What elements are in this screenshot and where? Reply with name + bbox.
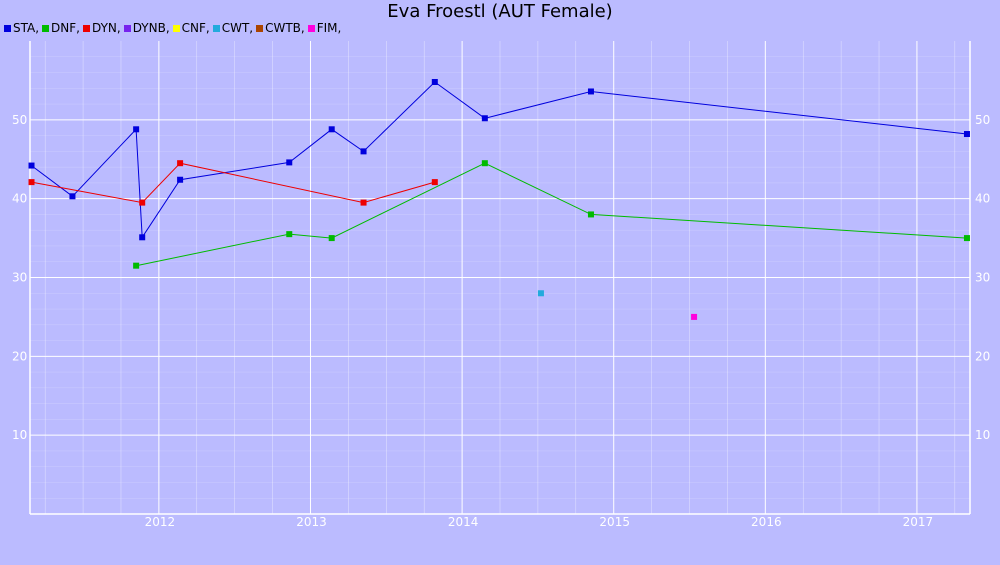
legend-label: CWT, — [221, 21, 254, 35]
legend-label: DNF, — [51, 21, 80, 35]
legend-item: FIM, — [307, 21, 342, 35]
chart-legend: STA, DNF, DYN, DYNB, CNF, CWT, CWTB, FIM, — [4, 20, 344, 36]
legend-swatch — [4, 24, 11, 32]
y-tick-label-left: 50 — [12, 113, 27, 127]
legend-swatch — [123, 24, 131, 32]
data-point-sta — [360, 148, 367, 155]
legend-item: DNF, — [42, 21, 80, 35]
data-point-sta — [28, 162, 35, 169]
data-point-sta — [286, 159, 293, 166]
legend-swatch — [172, 24, 180, 32]
data-point-fim — [691, 313, 698, 320]
x-tick-label: 2012 — [145, 515, 176, 529]
y-tick-label-right: 30 — [975, 271, 990, 285]
legend-swatch — [212, 24, 220, 32]
x-tick-label: 2015 — [599, 515, 630, 529]
data-point-sta — [431, 78, 438, 85]
x-tick-label: 2016 — [751, 515, 782, 529]
data-point-dyn — [28, 179, 35, 186]
legend-swatch — [82, 24, 90, 32]
data-point-cwt — [537, 290, 544, 297]
y-tick-label-right: 20 — [975, 349, 990, 363]
y-tick-label-left: 40 — [12, 192, 27, 206]
data-point-dnf — [133, 262, 140, 269]
legend-item: DYNB, — [123, 21, 170, 35]
data-point-dyn — [360, 199, 367, 206]
legend-item: DYN, — [82, 21, 121, 35]
legend-label: CWTB, — [265, 21, 305, 35]
legend-item: CNF, — [172, 21, 210, 35]
legend-label: FIM, — [316, 21, 342, 35]
y-tick-label-left: 10 — [12, 428, 27, 442]
data-point-dnf — [481, 160, 488, 167]
legend-label: DYN, — [91, 21, 121, 35]
y-tick-label-right: 10 — [975, 428, 990, 442]
data-point-dyn — [139, 199, 146, 206]
legend-label: DYNB, — [132, 21, 170, 35]
data-point-sta — [328, 126, 335, 133]
legend-swatch — [42, 24, 50, 32]
legend-swatch — [307, 24, 315, 32]
legend-item: STA, — [4, 21, 39, 35]
data-point-dnf — [963, 235, 970, 242]
data-point-dyn — [177, 160, 184, 167]
data-point-sta — [587, 88, 594, 95]
data-point-sta — [139, 234, 146, 241]
legend-item: CWTB, — [256, 21, 305, 35]
x-tick-label: 2013 — [296, 515, 327, 529]
data-point-sta — [133, 126, 140, 133]
legend-label: STA, — [13, 21, 40, 35]
data-point-sta — [69, 193, 76, 200]
y-tick-label-left: 20 — [12, 349, 27, 363]
series-line-dnf — [135, 162, 968, 267]
legend-swatch — [256, 24, 264, 32]
data-point-dnf — [587, 211, 594, 218]
legend-item: CWT, — [212, 21, 254, 35]
data-point-sta — [177, 176, 184, 183]
x-tick-label: 2017 — [903, 515, 934, 529]
series-line-sta — [31, 81, 968, 239]
y-tick-label-left: 30 — [12, 271, 27, 285]
data-point-dnf — [286, 231, 293, 238]
y-tick-label-right: 50 — [975, 113, 990, 127]
legend-label: CNF, — [181, 21, 210, 35]
y-tick-label-right: 40 — [975, 192, 990, 206]
data-point-sta — [481, 115, 488, 122]
data-point-sta — [963, 131, 970, 138]
data-point-dyn — [431, 179, 438, 186]
data-point-dnf — [328, 235, 335, 242]
chart-title: Eva Froestl (AUT Female) — [387, 1, 613, 22]
x-tick-label: 2014 — [448, 515, 479, 529]
